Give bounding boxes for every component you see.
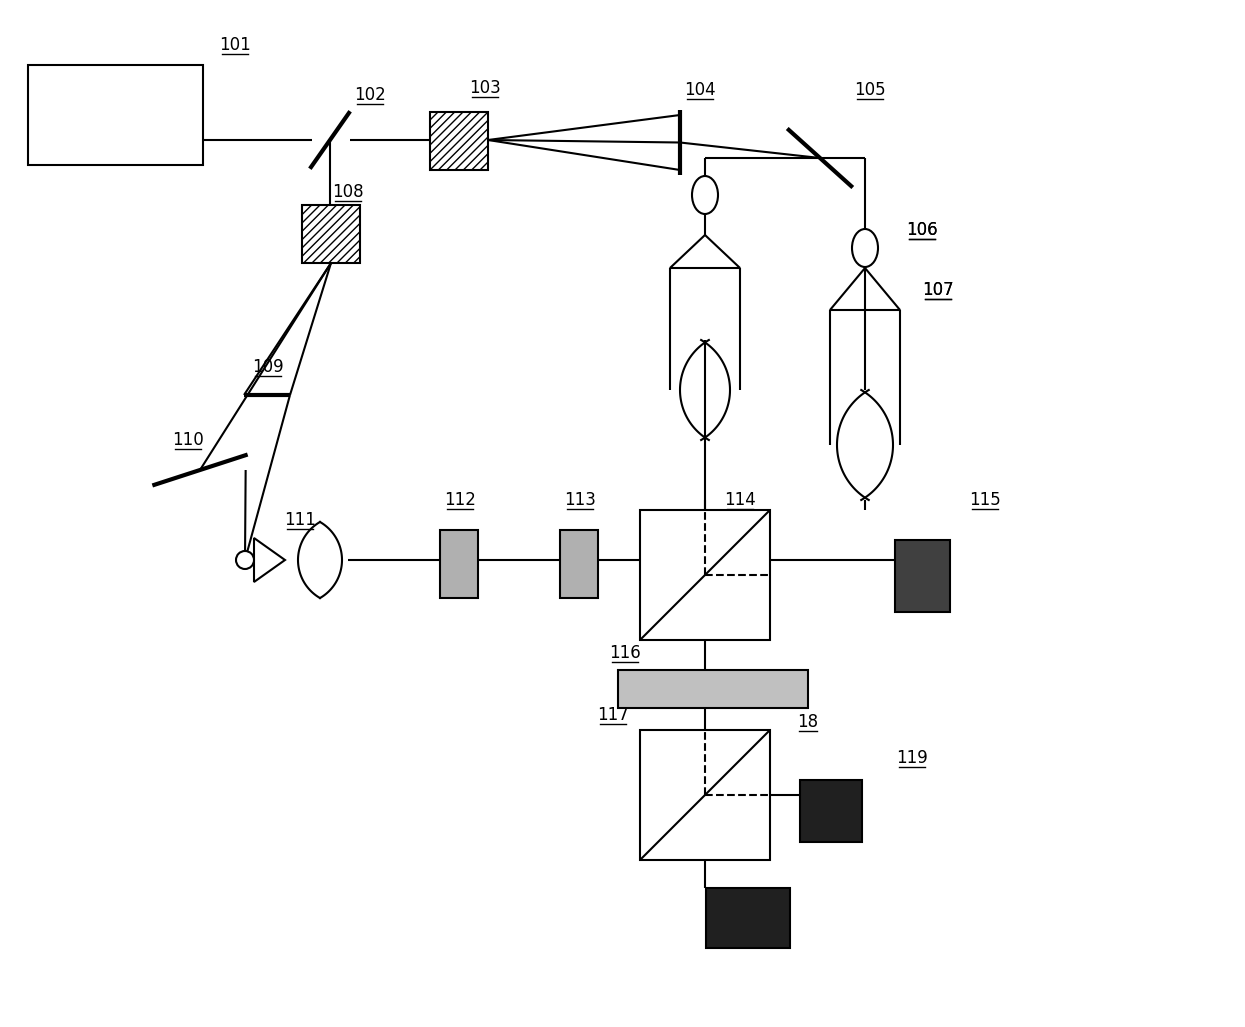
Text: 105: 105 (854, 81, 885, 99)
Bar (430, 112, 488, 170)
Text: 107: 107 (923, 281, 954, 299)
Bar (560, 530, 598, 598)
Bar (303, 205, 360, 263)
Text: 103: 103 (469, 79, 500, 97)
Polygon shape (830, 268, 900, 310)
Text: 114: 114 (725, 491, 756, 509)
Ellipse shape (692, 176, 718, 214)
Bar (439, 530, 478, 598)
Text: 109: 109 (253, 358, 284, 376)
Text: 119: 119 (896, 749, 928, 767)
Bar (895, 540, 950, 612)
Text: 104: 104 (685, 81, 716, 99)
Text: 115: 115 (969, 491, 1001, 509)
Bar (618, 670, 808, 708)
Bar (640, 510, 769, 640)
Text: 102: 102 (354, 86, 386, 104)
Bar (706, 888, 791, 948)
Bar (801, 779, 862, 842)
Text: 112: 112 (444, 491, 476, 509)
Bar (27, 65, 203, 165)
Text: 106: 106 (906, 221, 937, 239)
Polygon shape (670, 235, 740, 268)
Bar (640, 730, 769, 860)
Circle shape (237, 551, 254, 569)
Text: 108: 108 (332, 183, 364, 201)
Ellipse shape (852, 229, 878, 267)
Text: 110: 110 (172, 431, 204, 449)
Text: 117: 117 (598, 706, 629, 724)
Text: 116: 116 (609, 644, 641, 662)
Text: 113: 113 (564, 491, 596, 509)
Text: 18: 18 (798, 713, 818, 731)
Text: 107: 107 (923, 281, 954, 299)
Polygon shape (254, 538, 285, 582)
Text: 106: 106 (906, 221, 937, 239)
Text: 101: 101 (219, 36, 251, 54)
Text: 111: 111 (284, 511, 316, 529)
